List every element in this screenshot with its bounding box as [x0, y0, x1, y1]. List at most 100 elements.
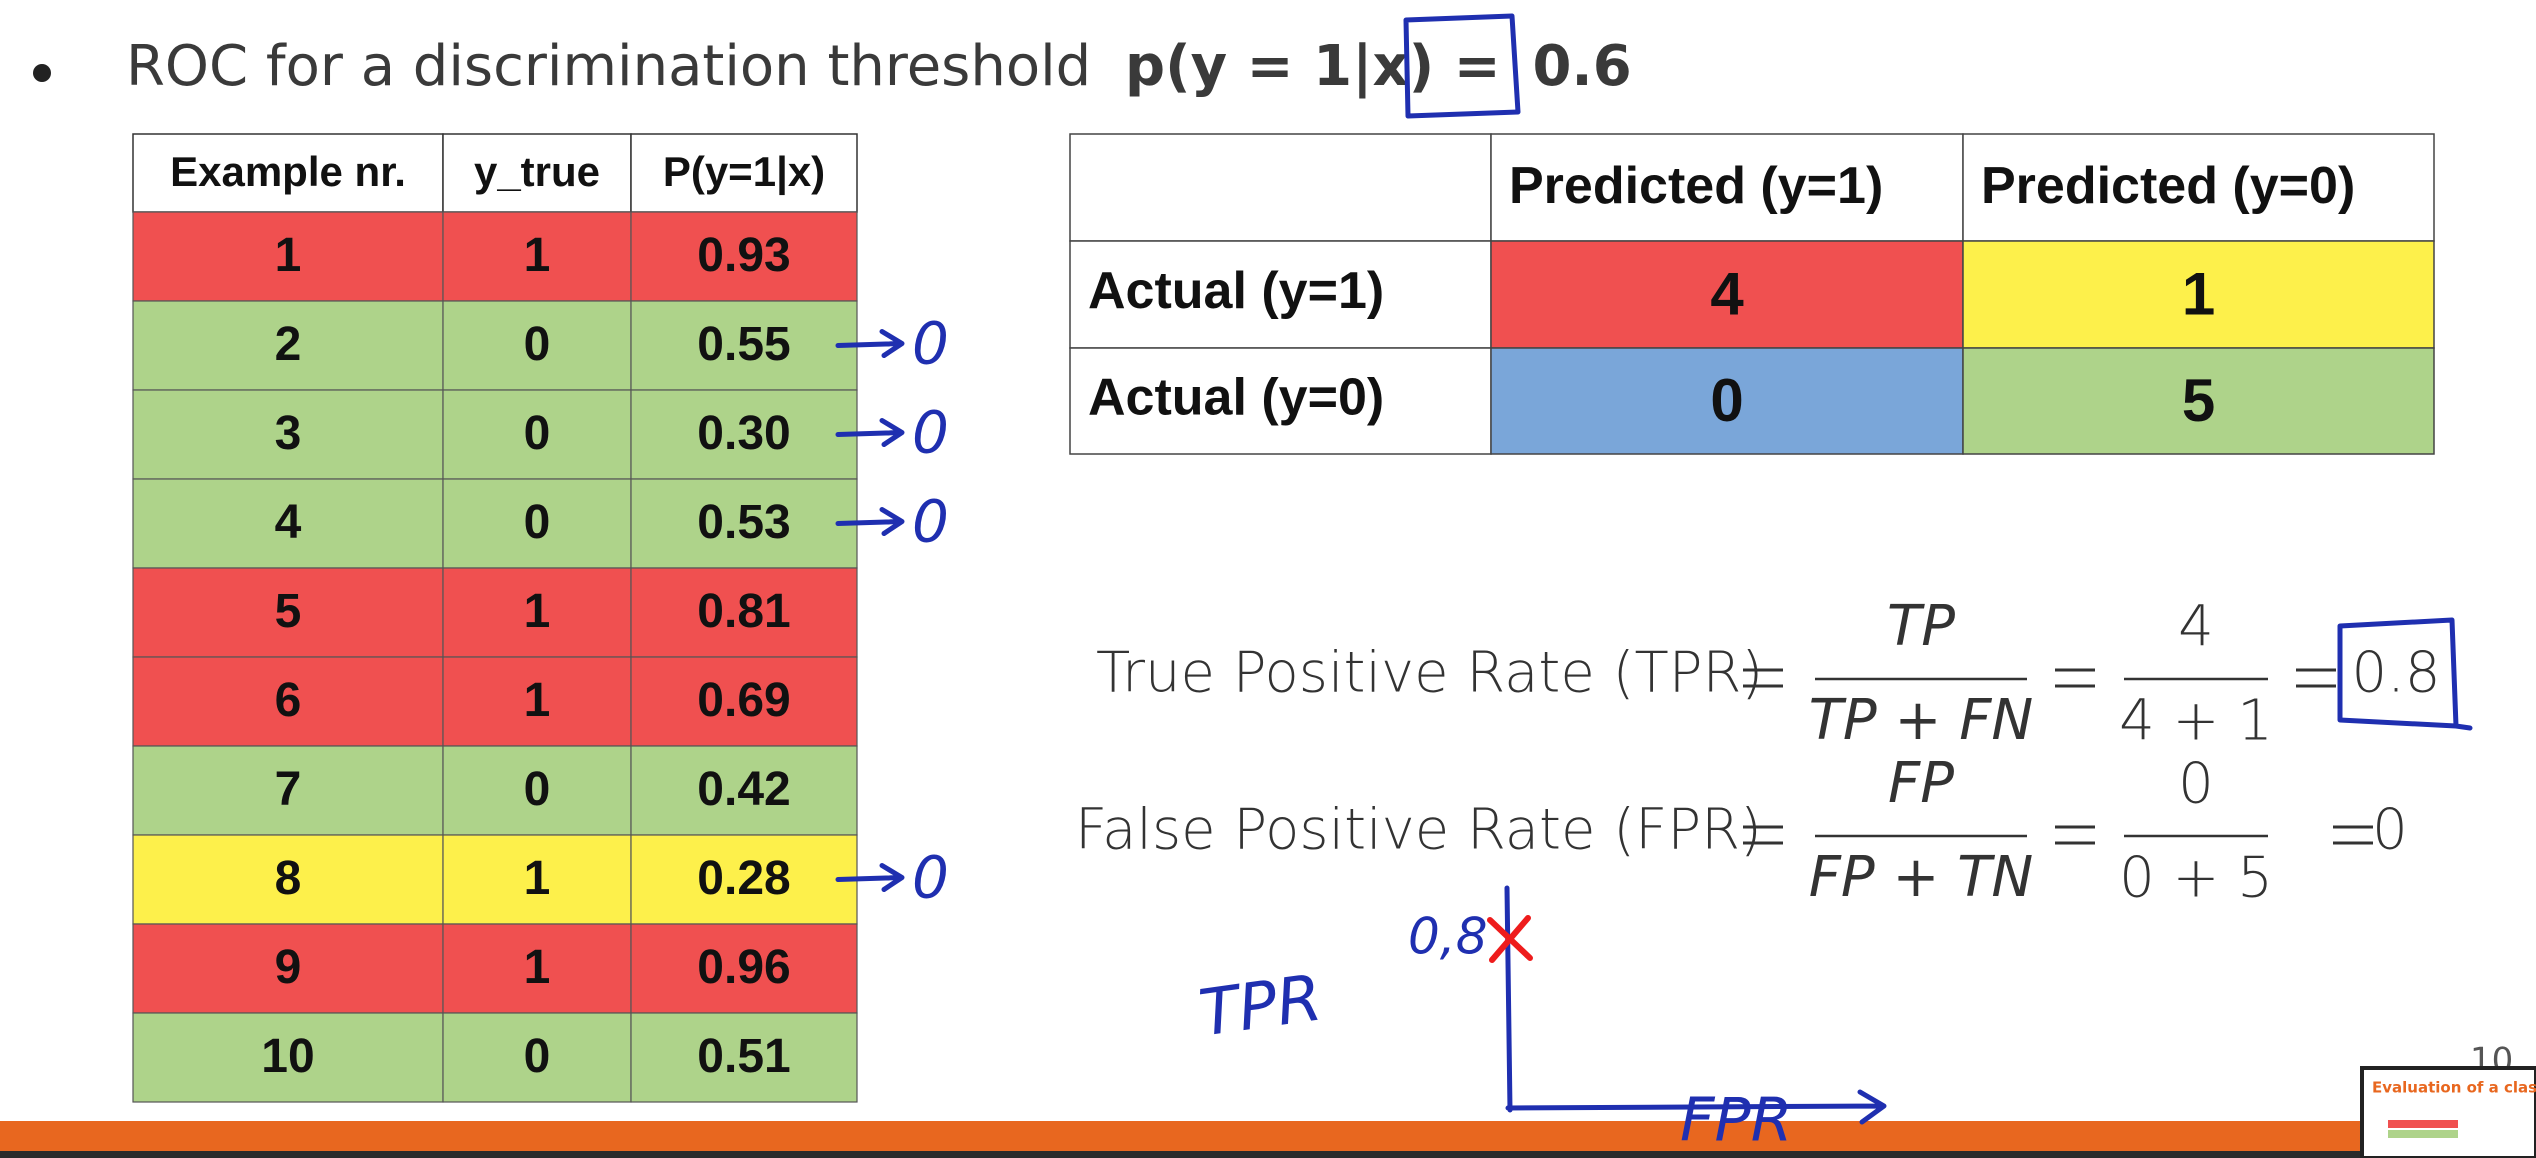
table-cell	[132, 923, 444, 1014]
sketch-x-axis	[1505, 1089, 1887, 1125]
cell-text: 0	[524, 318, 551, 371]
note-arrow	[835, 507, 905, 536]
cell-text: 1	[524, 585, 551, 638]
footer-edge	[0, 1151, 2536, 1158]
equals-sign	[2296, 668, 2336, 688]
matrix-cell	[1962, 347, 2435, 455]
table-cell	[132, 478, 444, 569]
cell-text: 0.69	[697, 674, 790, 727]
header-text: Example nr.	[170, 148, 406, 195]
table-cell	[442, 923, 632, 1014]
note-arrow	[835, 329, 905, 358]
thumbnail-row	[2388, 1120, 2458, 1128]
cell-text: 0	[524, 407, 551, 460]
sketch-y-axis	[1504, 885, 1513, 1113]
sketch-point	[1487, 915, 1533, 963]
table-cell	[630, 300, 858, 391]
table-cell	[132, 656, 444, 747]
table-cell	[442, 567, 632, 658]
thumbnail-title: Evaluation of a classifier	[2372, 1079, 2536, 1097]
sketch-y-label: TPR	[1195, 961, 1326, 1051]
table-cell	[630, 211, 858, 302]
cell-text: 10	[261, 1030, 314, 1083]
cell-text: 1	[275, 229, 302, 282]
equals-sign	[1743, 825, 1783, 845]
note-text: 0	[912, 399, 949, 467]
table-cell	[132, 745, 444, 836]
cell-text: 0.28	[697, 852, 790, 905]
bullet-text: ROC for a discrimination threshold p(y =…	[126, 34, 1632, 99]
content: Example nr. y_true P(y=1|x) 1 1 0.93 2 0 0.55 0 3 0…	[132, 133, 2473, 1103]
table-cell	[442, 745, 632, 836]
cell-text: 7	[275, 763, 302, 816]
table-cell	[442, 300, 632, 391]
matrix-value: 1	[2182, 260, 2215, 327]
cell-text: 9	[275, 941, 302, 994]
equals-sign	[1743, 668, 1783, 688]
cell-text: 6	[275, 674, 302, 727]
fraction-numerator: FP	[1888, 751, 1954, 816]
cell-text: 0.42	[697, 763, 790, 816]
table-cell	[442, 656, 632, 747]
table-cell	[630, 745, 858, 836]
sketch-x-label: FPR	[1680, 1086, 1792, 1156]
bullet-plain: ROC for a discrimination threshold	[126, 34, 1091, 99]
cell-text: 0.93	[697, 229, 790, 282]
header-text: y_true	[474, 148, 600, 195]
footer-bar	[0, 1121, 2536, 1151]
table-cell	[132, 300, 444, 391]
cell-text: 0.30	[697, 407, 790, 460]
bullet-expression: p(y = 1|x) =	[1125, 34, 1501, 99]
table-cell	[442, 211, 632, 302]
bullet-dot	[33, 64, 51, 82]
formula-label: True Positive Rate (TPR)	[1096, 640, 1763, 705]
header-cell	[442, 133, 632, 213]
cell-text: 0.51	[697, 1030, 790, 1083]
row-label-cell	[1069, 240, 1492, 349]
cell-text: 0.81	[697, 585, 790, 638]
sketch-point-label: 0,8	[1408, 908, 1488, 966]
cell-text: 0	[524, 763, 551, 816]
bullet-threshold: 0.6	[1532, 34, 1631, 99]
table-cell	[442, 478, 632, 569]
header-text: P(y=1|x)	[663, 148, 825, 196]
header-cell	[1490, 133, 1964, 242]
corner-cell	[1069, 133, 1492, 242]
note-arrow	[835, 418, 905, 447]
fraction-numerator: 0	[2178, 751, 2214, 816]
cell-text: 0	[524, 496, 551, 549]
cell-text: 5	[275, 585, 302, 638]
cell-text: 8	[275, 852, 302, 905]
table-cell	[630, 1012, 858, 1103]
cell-text: 1	[524, 941, 551, 994]
threshold-circle	[1403, 13, 1521, 119]
cell-text: 0	[524, 1030, 551, 1083]
equals-sign	[2055, 825, 2095, 845]
thumbnail-row	[2388, 1130, 2458, 1138]
table-cell	[132, 389, 444, 480]
fraction-denominator: TP + FN	[1809, 688, 2034, 753]
matrix-cell	[1962, 240, 2435, 349]
table-cell	[630, 656, 858, 747]
fraction-numerator: 4	[2178, 594, 2214, 659]
cell-text: 0.96	[697, 941, 790, 994]
table-cell	[132, 834, 444, 925]
fraction-numerator: TP	[1887, 594, 1955, 659]
equals-sign	[2055, 668, 2095, 688]
fraction-denominator: FP + TN	[1809, 845, 2034, 910]
table-cell	[630, 567, 858, 658]
matrix-cell	[1490, 240, 1964, 349]
cell-text: 1	[524, 229, 551, 282]
cell-text: 1	[524, 852, 551, 905]
note-text: 0	[912, 844, 949, 912]
table-cell	[132, 567, 444, 658]
formula-label: False Positive Rate (FPR)	[1075, 797, 1762, 862]
table-cell	[442, 1012, 632, 1103]
thumbnail	[2360, 1066, 2536, 1158]
cell-text: 0.53	[697, 496, 790, 549]
note-text: 0	[912, 488, 949, 556]
row-label: Actual (y=1)	[1088, 262, 1384, 320]
cell-text: 2	[275, 318, 302, 371]
fraction-denominator: 4 + 1	[2119, 688, 2273, 753]
row-label: Actual (y=0)	[1088, 369, 1384, 427]
